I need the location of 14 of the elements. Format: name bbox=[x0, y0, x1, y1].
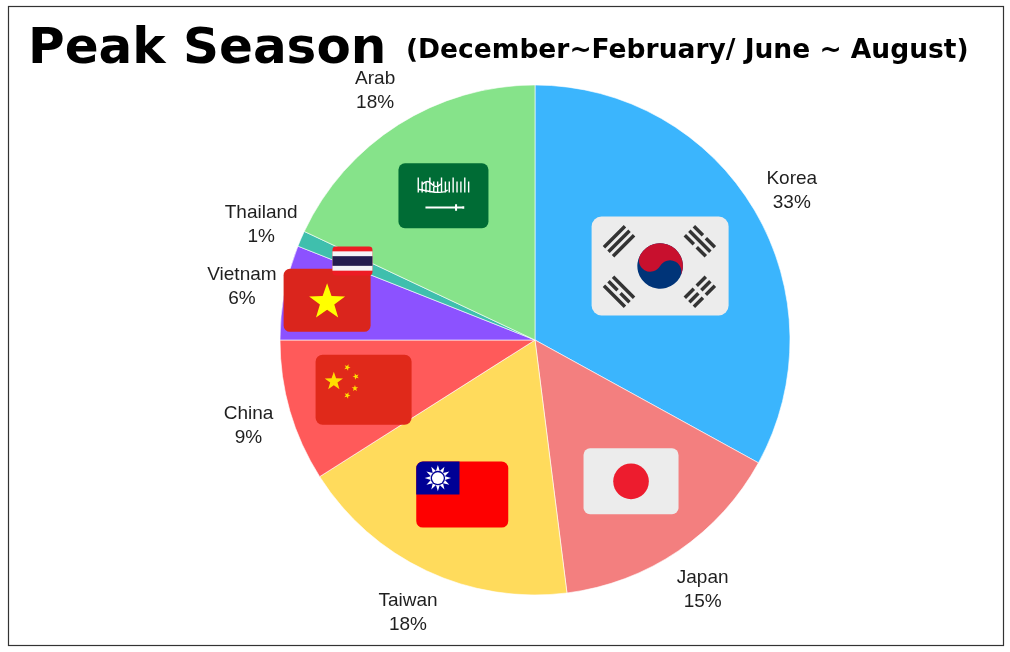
slice-label: Taiwan bbox=[378, 588, 438, 610]
slice-label: Japan bbox=[676, 565, 729, 587]
slice-label: Korea bbox=[766, 167, 818, 189]
chart-subtitle: (December~February/ June ~ August) bbox=[406, 33, 969, 64]
data-label: 1% bbox=[247, 224, 276, 246]
slice-label: Thailand bbox=[224, 200, 298, 222]
data-label: 6% bbox=[228, 287, 256, 309]
data-label: 9% bbox=[234, 426, 263, 448]
data-label: 33% bbox=[772, 191, 811, 213]
slice-label: Vietnam bbox=[207, 263, 277, 285]
slice-label: China bbox=[223, 402, 274, 424]
data-label: 18% bbox=[356, 91, 395, 113]
data-label: 15% bbox=[683, 589, 722, 611]
data-label: 18% bbox=[388, 612, 428, 634]
